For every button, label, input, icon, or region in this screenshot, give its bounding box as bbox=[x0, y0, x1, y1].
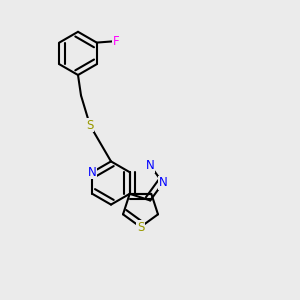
Text: S: S bbox=[86, 119, 94, 132]
Text: N: N bbox=[146, 159, 154, 172]
Text: N: N bbox=[159, 176, 167, 190]
Text: F: F bbox=[113, 34, 119, 48]
Text: N: N bbox=[88, 166, 97, 179]
Text: S: S bbox=[137, 220, 144, 233]
